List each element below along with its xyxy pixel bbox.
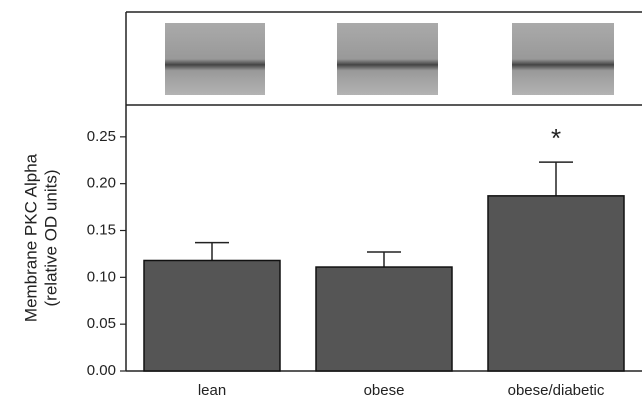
annotation: * xyxy=(551,123,561,153)
bar xyxy=(316,267,452,371)
y-tick-label: 0.00 xyxy=(87,362,116,379)
y-tick-label: 0.20 xyxy=(87,175,116,192)
y-tick-label: 0.25 xyxy=(87,128,116,145)
blot-panel xyxy=(126,12,642,105)
y-axis-label: Membrane PKC Alpha xyxy=(21,153,40,322)
y-axis-label: (relative OD units) xyxy=(41,170,60,307)
bar xyxy=(144,260,280,371)
y-tick-label: 0.05 xyxy=(87,315,116,332)
chart: Membrane PKC Alpha (relative OD units) 0… xyxy=(0,0,642,403)
bar xyxy=(488,196,624,371)
x-tick-label: obese/diabetic xyxy=(508,382,605,399)
x-tick-label: obese xyxy=(364,382,405,399)
y-tick-label: 0.10 xyxy=(87,268,116,285)
x-tick-label: lean xyxy=(198,382,226,399)
y-tick-label: 0.15 xyxy=(87,221,116,238)
